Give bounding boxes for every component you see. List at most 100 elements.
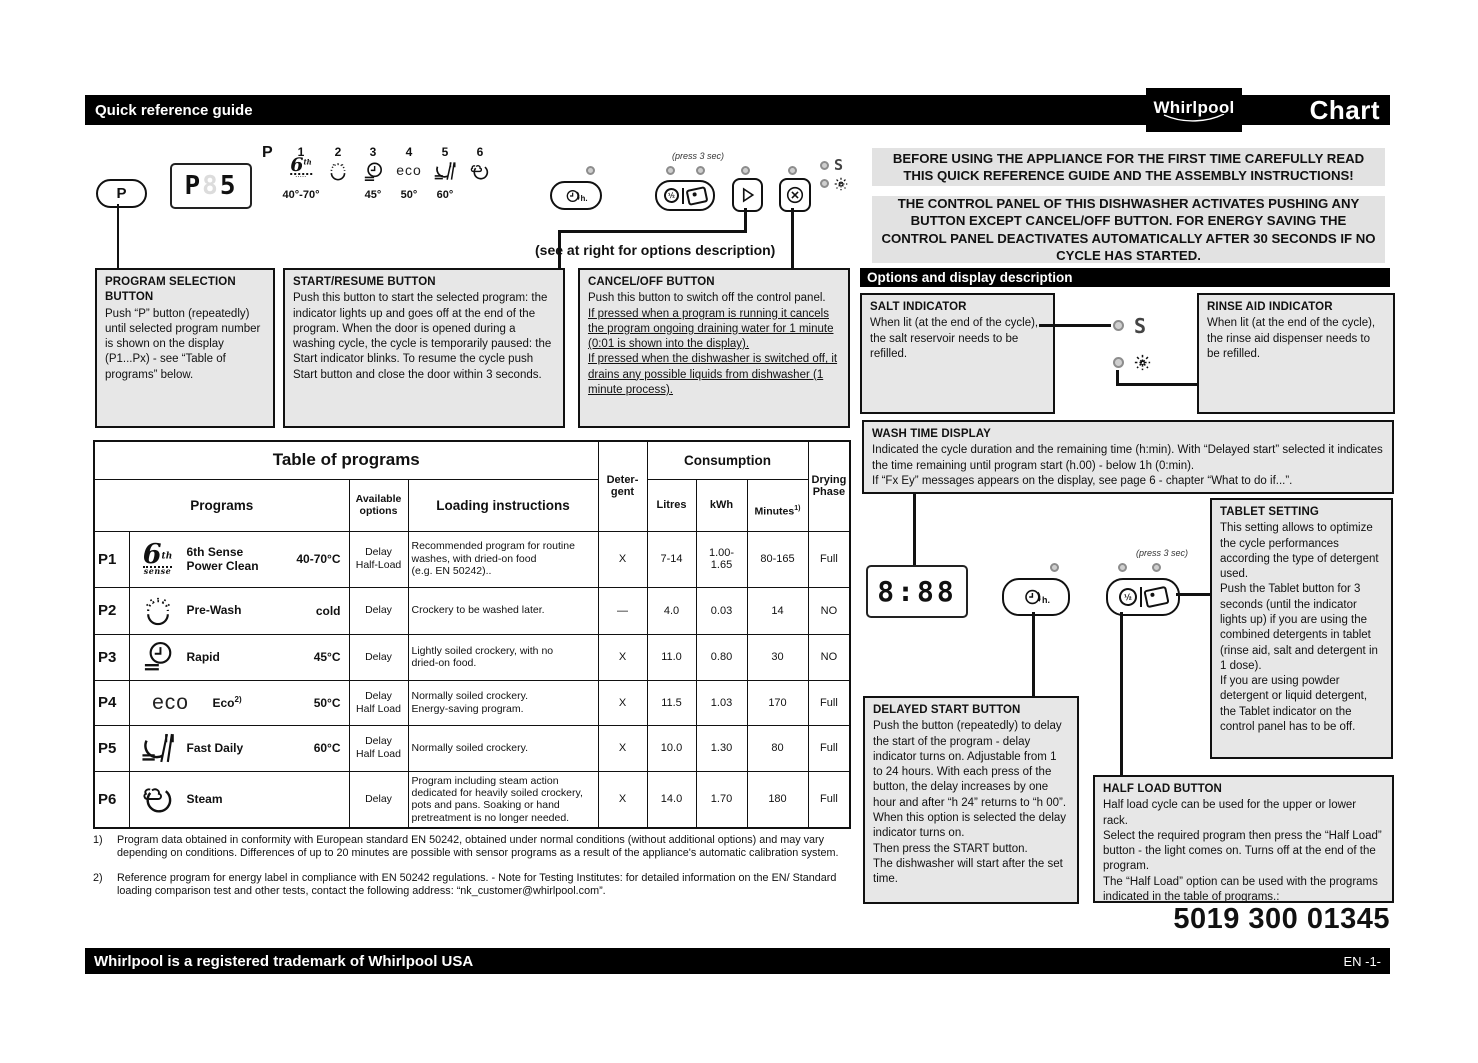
program-name: Rapid <box>186 649 220 664</box>
program-drying: NO <box>807 633 851 681</box>
program-minutes: 30 <box>746 633 809 681</box>
col-detergent: Deter- gent <box>597 440 648 532</box>
start-resume-callout: START/RESUME BUTTON Push this button to … <box>283 268 565 428</box>
col-programs: Programs <box>93 478 350 532</box>
program-drying: Full <box>807 724 851 772</box>
col-minutes-footref: 1) <box>794 504 801 512</box>
col-consumption: Consumption <box>646 440 809 480</box>
callout-title: WASH TIME DISPLAY <box>872 428 991 440</box>
eco-icon: eco <box>152 690 189 714</box>
footnote-text: Reference program for energy label in co… <box>117 872 837 898</box>
program-minutes: 180 <box>746 770 809 829</box>
callout-underlined-text: If pressed when a program is running it … <box>588 307 834 351</box>
program-id: P4 <box>93 679 130 726</box>
program-detergent: X <box>597 770 648 829</box>
steam-icon <box>135 780 181 818</box>
wash-time-display-box: WASH TIME DISPLAY Indicated the cycle du… <box>862 420 1394 494</box>
col-drying: Drying Phase <box>807 440 851 532</box>
rinse-star-icon <box>834 177 848 191</box>
options-header-text: Options and display description <box>867 270 1073 285</box>
rinse-aid-indicator-box: RINSE AID INDICATOR When lit (at the end… <box>1197 293 1395 414</box>
program-number: 3 <box>369 145 377 159</box>
time-display: 8:88 <box>866 565 968 618</box>
tablet-icon <box>1142 585 1170 609</box>
program-display: P85 <box>170 163 252 209</box>
whirlpool-logo: Whirlpool <box>1146 88 1242 132</box>
cancel-indicator-led <box>788 166 797 175</box>
delay-clock-icon <box>567 189 581 202</box>
callout-underlined-text: If pressed when the dishwasher is switch… <box>588 353 838 396</box>
tablet-indicator-led <box>666 166 675 175</box>
program-kwh: 1.30 <box>695 724 748 772</box>
footer-bar: Whirlpool is a registered trademark of W… <box>85 948 1390 974</box>
footnote-number: 2) <box>93 872 103 884</box>
program-litres: 14.0 <box>646 770 697 829</box>
connector-line <box>1116 370 1119 386</box>
col-minutes: Minutes <box>754 505 795 518</box>
col-minutes-header: Minutes1) <box>746 478 809 532</box>
options-section-header: Options and display description <box>860 268 1390 287</box>
rinse-led <box>820 179 829 188</box>
table-row: P5 Fast Daily 60°C Delay Half Load Norma… <box>93 724 851 772</box>
program-loading: Lightly soiled crockery, with no dried-o… <box>407 633 599 681</box>
page-title: Quick reference guide <box>95 101 253 119</box>
program-drying: Full <box>807 770 851 829</box>
callout-body: This setting allows to optimize the cycl… <box>1220 522 1379 733</box>
connector-line <box>1176 593 1210 596</box>
button-divider <box>681 187 684 204</box>
program-footref: 2) <box>234 694 242 704</box>
callout-body: When lit (at the end of the cycle), the … <box>870 317 1039 360</box>
callout-title: RINSE AID INDICATOR <box>1207 301 1333 313</box>
footnote-2: 2) Reference program for energy label in… <box>93 872 859 899</box>
program-options: Delay Half Load <box>348 724 409 772</box>
half-load-icon: ½ <box>662 186 680 205</box>
program-litres: 7-14 <box>646 530 697 588</box>
callout-body: When lit (at the end of the cycle), the … <box>1207 317 1376 360</box>
energy-saving-text: THE CONTROL PANEL OF THIS DISHWASHER ACT… <box>881 196 1376 263</box>
start-resume-button <box>732 178 763 212</box>
program-selection-button: P <box>96 179 147 208</box>
program-temp: 45°C <box>313 650 341 664</box>
start-triangle-icon <box>742 187 755 203</box>
program-drying: Full <box>807 530 851 588</box>
program-loading: Crockery to be washed later. <box>407 586 599 635</box>
temp-label: 45° <box>364 189 382 201</box>
col-litres: Litres <box>646 478 697 532</box>
page-indicator: EN -1- <box>1343 953 1381 969</box>
callout-title: START/RESUME BUTTON <box>293 276 436 288</box>
program-options: Delay <box>348 770 409 829</box>
program-drying: NO <box>807 586 851 635</box>
connector-line <box>558 230 747 233</box>
program-number: 6 <box>476 145 484 159</box>
temp-label: 40°-70° <box>282 189 320 201</box>
strip-p-label: P <box>262 144 273 161</box>
program-number: 5 <box>441 145 449 159</box>
program-litres: 10.0 <box>646 724 697 772</box>
col-loading: Loading instructions <box>407 478 599 532</box>
callout-body: Half load cycle can be used for the uppe… <box>1103 799 1382 903</box>
prewash-icon <box>326 160 350 184</box>
press-3sec-label: (press 3 sec) <box>1136 548 1189 558</box>
time-display-value: 8:88 <box>877 575 957 608</box>
program-minutes: 80 <box>746 724 809 772</box>
program-temp: cold <box>315 603 341 618</box>
program-name-with-sup: Eco2) <box>213 695 242 710</box>
connector-line <box>1032 612 1035 696</box>
callout-body: Push the button (repeatedly) to delay th… <box>873 720 1067 886</box>
salt-symbol: S <box>834 156 844 174</box>
program-temp: 60°C <box>313 741 341 755</box>
callout-body: Push this button to switch off the contr… <box>588 292 826 305</box>
program-options: Delay <box>348 586 409 635</box>
callout-title: HALF LOAD BUTTON <box>1103 783 1222 795</box>
halfload-tablet-button-large: ½ <box>1106 578 1180 616</box>
program-litres: 4.0 <box>646 586 697 635</box>
read-first-text: BEFORE USING THE APPLIANCE FOR THE FIRST… <box>892 150 1365 183</box>
program-detergent: X <box>597 633 648 681</box>
table-row: P4 eco Eco2) 50°C Delay Half Load Normal… <box>93 679 851 726</box>
program-id: P3 <box>93 633 130 681</box>
program-minutes: 80-165 <box>746 530 809 588</box>
connector-line <box>913 493 916 565</box>
program-drying: Full <box>807 679 851 726</box>
program-loading: Normally soiled crockery. <box>407 724 599 772</box>
program-button-label: P <box>116 185 127 202</box>
